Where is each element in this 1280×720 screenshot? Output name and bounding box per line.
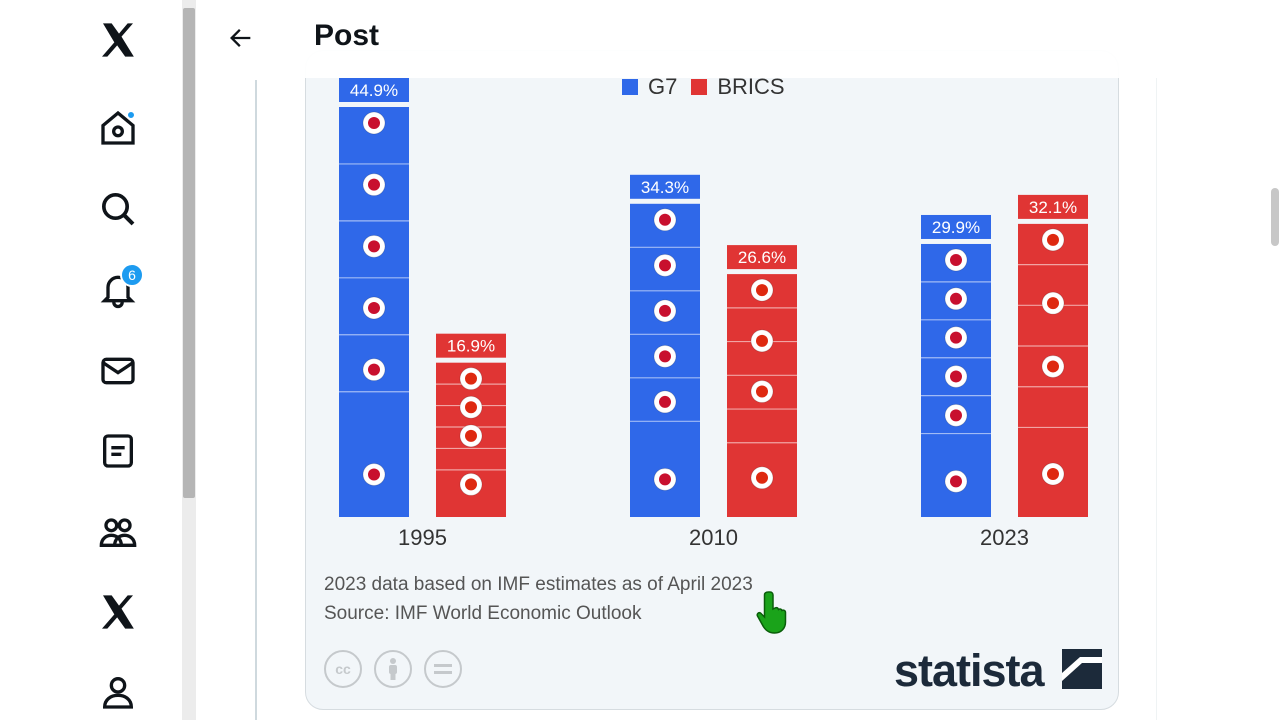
home-icon[interactable] [94, 104, 142, 152]
legend-label-brics: BRICS [717, 74, 785, 99]
legend-swatch-g7 [622, 79, 638, 95]
post-header: Post [197, 0, 1157, 78]
country-flag-emblem [950, 370, 962, 383]
x-tick-label: 2023 [980, 525, 1029, 550]
country-flag-emblem [659, 304, 671, 317]
primary-navigation: 6 [0, 0, 182, 720]
explore-icon[interactable] [94, 185, 142, 233]
data-label: 32.1% [1029, 198, 1077, 217]
legend-item-g7: G7 [622, 74, 677, 100]
page-title: Post [314, 19, 380, 52]
legend-swatch-brics [691, 79, 708, 95]
data-label-box [436, 333, 506, 358]
thread-line [255, 80, 257, 720]
country-flag-emblem [1047, 233, 1059, 246]
messages-icon[interactable] [94, 347, 142, 395]
chart-note: 2023 data based on IMF estimates as of A… [324, 570, 753, 628]
license-icons: cc [324, 650, 462, 688]
data-label-box [630, 174, 700, 199]
country-flag-emblem [368, 240, 380, 253]
hand-cursor-icon [756, 591, 787, 634]
country-flag-emblem [465, 401, 477, 414]
data-label: 34.3% [641, 178, 689, 197]
country-flag-emblem [756, 471, 768, 484]
data-label-box [921, 214, 991, 239]
notification-badge: 6 [120, 263, 144, 287]
data-label: 26.6% [738, 248, 786, 267]
data-label-box [339, 78, 409, 102]
country-flag-emblem [368, 363, 380, 376]
country-flag-emblem [756, 284, 768, 297]
page-scrollbar-thumb[interactable] [1271, 188, 1279, 246]
country-flag-emblem [1047, 360, 1059, 373]
back-arrow-icon [230, 29, 251, 47]
country-flag-emblem [950, 331, 962, 344]
country-flag-emblem [368, 117, 380, 129]
country-flag-emblem [659, 473, 671, 486]
profile-icon[interactable] [94, 668, 142, 716]
country-flag-emblem [659, 350, 671, 363]
cc-icon: cc [324, 650, 362, 688]
data-label: 44.9% [350, 81, 398, 100]
country-flag-emblem [950, 475, 962, 488]
chart-legend: G7 BRICS [622, 74, 785, 100]
country-flag-emblem [950, 409, 962, 422]
source-note: Source: IMF World Economic Outlook [324, 603, 642, 624]
country-flag-emblem [1047, 297, 1059, 310]
country-flag-emblem [465, 429, 477, 442]
country-flag-emblem [950, 253, 962, 266]
country-flag-emblem [1047, 468, 1059, 481]
x-tick-label: 2010 [689, 525, 738, 550]
estimate-note: 2023 data based on IMF estimates as of A… [324, 574, 753, 595]
country-flag-emblem [368, 468, 380, 481]
country-flag-emblem [950, 292, 962, 305]
unread-dot [126, 110, 136, 120]
statista-logo[interactable]: statista [894, 645, 1045, 696]
country-flag-emblem [465, 372, 477, 385]
back-button[interactable] [221, 20, 261, 56]
data-label-box [727, 245, 797, 270]
no-derivatives-icon [424, 650, 462, 688]
lists-icon[interactable] [94, 427, 142, 475]
legend-item-brics: BRICS [691, 74, 785, 100]
data-label-box [1018, 194, 1088, 219]
attribution-icon [374, 650, 412, 688]
legend-label-g7: G7 [648, 74, 678, 99]
country-flag-emblem [659, 259, 671, 272]
data-label: 16.9% [447, 337, 495, 356]
country-flag-emblem [756, 334, 768, 347]
country-flag-emblem [756, 385, 768, 398]
statista-logo-mark-icon [1062, 649, 1102, 689]
country-flag-emblem [659, 213, 671, 226]
data-label: 29.9% [932, 218, 980, 237]
country-flag-emblem [659, 395, 671, 408]
country-flag-emblem [368, 302, 380, 314]
country-flag-emblem [368, 178, 380, 191]
nav-scrollbar-thumb[interactable] [183, 8, 195, 498]
country-flag-emblem [465, 478, 477, 491]
communities-icon[interactable] [94, 508, 142, 556]
notifications-icon[interactable]: 6 [94, 263, 144, 313]
premium-x-icon[interactable] [94, 588, 142, 636]
x-logo-icon[interactable] [94, 16, 142, 64]
x-tick-label: 1995 [398, 525, 447, 550]
